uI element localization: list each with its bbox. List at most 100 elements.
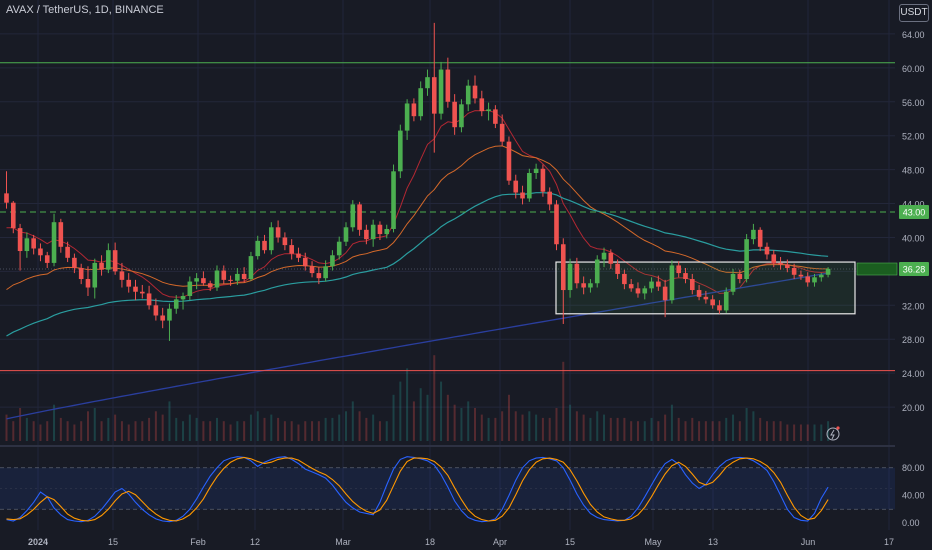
volume-bar [684, 421, 687, 441]
range-box [555, 261, 856, 315]
alert-icon-ring [826, 427, 840, 441]
candle-body [302, 257, 308, 267]
candle-body [404, 103, 410, 131]
volume-bar [249, 414, 252, 441]
volume-bar [100, 421, 103, 441]
stoch-tick-label: 0.00 [902, 518, 920, 528]
candle-body [330, 255, 335, 267]
candle-body [364, 229, 369, 240]
volume-bar [412, 401, 415, 441]
candle-body [31, 238, 36, 249]
volume-bar [12, 421, 15, 441]
volume-bar [93, 408, 96, 441]
alert-lightning-icon[interactable] [826, 426, 840, 441]
volume-bar [718, 421, 721, 441]
candle-body [214, 270, 220, 288]
volume-bar [752, 411, 755, 441]
volume-bar [623, 417, 626, 441]
candle-body [160, 315, 165, 321]
range-box-rect [555, 261, 856, 315]
candle-body [336, 241, 342, 256]
candle-body [207, 283, 213, 288]
volume-bar [657, 421, 660, 441]
volume-bar [426, 394, 429, 441]
ma-slow-line [6, 192, 829, 337]
candle-body [798, 274, 804, 277]
volume-bar [134, 421, 137, 441]
volume-bar [460, 408, 463, 441]
volume-bar [487, 417, 490, 441]
axes: 64.0060.0056.0052.0048.0044.0040.0036.00… [28, 30, 929, 547]
candle-body [377, 224, 383, 235]
volume-bar [215, 417, 218, 441]
volume-bar [453, 404, 456, 441]
currency-badge[interactable]: USDT [899, 4, 929, 22]
volume-bar [609, 417, 612, 441]
price-tick-label: 24.00 [902, 369, 925, 379]
candle-body [554, 204, 559, 245]
volume-bar [256, 411, 259, 441]
candle-body [241, 273, 247, 280]
candle-body [228, 279, 233, 281]
candle-body [92, 262, 98, 288]
candle-body [567, 263, 573, 291]
volume-bar [636, 421, 639, 441]
volume-bar [270, 414, 273, 441]
candle-body [309, 266, 315, 274]
candle-body [438, 69, 444, 114]
candle-body [513, 180, 519, 193]
candle-body [527, 173, 532, 199]
volume-bar [365, 417, 368, 441]
candle-body [656, 281, 661, 287]
volume-bar [345, 411, 347, 441]
price-label-bg [899, 262, 929, 277]
candle-body [167, 308, 172, 321]
volume-bar [630, 421, 633, 441]
candle-body [445, 69, 451, 102]
candle-body [805, 276, 811, 283]
volume-bar [446, 394, 449, 441]
price-label-tag: 36.28 [899, 262, 929, 277]
volume-bar [222, 421, 225, 441]
volume-bar [575, 411, 578, 441]
volume-bar [263, 417, 266, 441]
volume-bar [188, 414, 191, 441]
volume-bar [677, 417, 680, 441]
candle-body [533, 168, 539, 174]
candle-body [669, 265, 675, 301]
candle-body [459, 104, 464, 128]
candle-body [119, 271, 125, 280]
date-tick-label: 17 [884, 537, 894, 547]
candle-body [235, 273, 240, 281]
candle-body [126, 279, 132, 287]
volume-bar [698, 421, 701, 441]
volume-bar [372, 414, 375, 441]
volume-bar [514, 411, 517, 441]
volume-bar [507, 394, 510, 441]
date-tick-label: Jun [801, 537, 816, 547]
volume-bar [243, 421, 246, 441]
volume-bar [474, 408, 477, 441]
candle-body [547, 191, 552, 205]
volume-bar [670, 404, 673, 441]
candle-body [146, 293, 152, 306]
stoch-rsi-panel: 80.00 40.00 0.00 [0, 445, 925, 528]
candle-body [51, 222, 57, 263]
candle-body [676, 265, 682, 274]
volume-bar [433, 355, 436, 441]
candle-body [594, 259, 600, 284]
candle-body [201, 278, 206, 284]
volume-bar [236, 421, 239, 441]
volume-bar [59, 417, 62, 441]
candle-body [764, 246, 770, 255]
candle-body [662, 286, 668, 301]
volume-bar [317, 421, 320, 441]
candle-body [275, 227, 281, 238]
volume-bar [643, 421, 646, 441]
volume-bar [501, 411, 504, 441]
candle-body [10, 202, 16, 229]
volume-bar [772, 421, 775, 441]
candle-body [425, 77, 430, 89]
